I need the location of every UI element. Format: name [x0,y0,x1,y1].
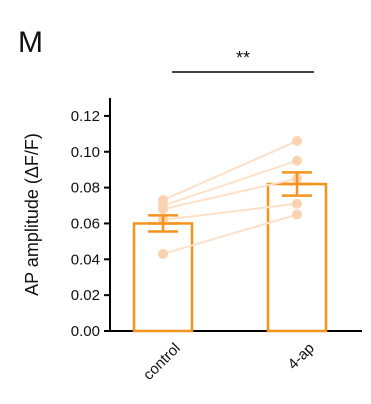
paired-line [162,140,298,202]
data-point [158,248,168,259]
data-point [158,204,168,215]
significance-label: ** [236,48,250,68]
y-tick-label: 0.02 [71,287,100,304]
error-bars [148,171,312,233]
y-tick-label: 0.10 [71,144,100,161]
y-tick-label: 0.06 [71,215,100,232]
x-tick-label: 4-ap [285,340,318,373]
y-tick-label: 0.08 [71,180,100,197]
data-point [292,136,302,147]
y-tick-label: 0.12 [71,108,100,125]
y-tick-label: 0.00 [71,323,100,340]
paired-line [162,213,298,255]
panel-label: M [18,26,43,59]
data-point [292,209,302,220]
significance-annotation: ** [172,48,314,73]
paired-lines [162,140,298,255]
data-point [292,198,302,209]
data-points [158,136,302,259]
data-point [292,155,302,166]
chart-labels: AP amplitude (ΔF/F) control 4-ap [22,133,318,384]
x-tick-label: control [140,340,184,384]
paired-line [162,202,298,221]
y-tick-label: 0.04 [71,251,100,268]
paired-line [162,159,298,207]
y-axis-label: AP amplitude (ΔF/F) [22,133,42,296]
chart-axes: 0.00 0.02 0.04 0.06 0.08 0.10 0.12 [71,98,362,340]
bar [132,222,194,333]
paired-line [162,177,298,211]
